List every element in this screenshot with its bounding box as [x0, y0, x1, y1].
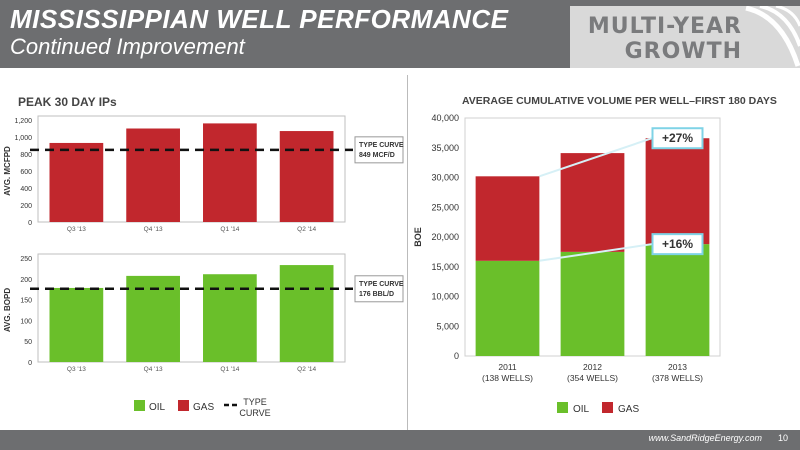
legend-oil-label: OIL — [573, 404, 590, 415]
type-curve-label: TYPE CURVE — [359, 281, 404, 288]
chart-title: PEAK 30 DAY IPs — [18, 95, 117, 109]
y-tick-label: 250 — [20, 256, 32, 263]
y-tick-label: 150 — [20, 298, 32, 305]
x-tick-label: 2012 — [583, 362, 602, 372]
y-axis-title: BOE — [413, 227, 423, 247]
y-tick-label: 0 — [28, 360, 32, 367]
bar-oil — [49, 287, 104, 362]
page-number: 10 — [777, 433, 788, 443]
legend-gas-label: GAS — [618, 404, 639, 415]
y-tick-label: 40,000 — [431, 113, 459, 123]
bar-gas — [203, 123, 257, 222]
bar-gas — [560, 153, 625, 252]
y-tick-label: 50 — [24, 339, 32, 346]
bar-gas — [279, 131, 334, 222]
growth-callout — [651, 127, 704, 150]
legend-oil-swatch — [557, 402, 568, 413]
y-axis-title: AVG. MCFPD — [3, 146, 12, 196]
bar-oil — [126, 275, 180, 362]
bar-gas — [49, 142, 104, 222]
y-tick-label: 800 — [20, 152, 32, 159]
chart-title: AVERAGE CUMULATIVE VOLUME PER WELL–FIRST… — [462, 95, 777, 107]
x-tick-label: Q1 '14 — [220, 366, 239, 373]
x-tick-sublabel: (354 WELLS) — [567, 373, 618, 383]
legend-gas-swatch — [602, 402, 613, 413]
type-curve-callout — [354, 275, 404, 303]
x-tick-label: Q4 '13 — [144, 366, 163, 373]
type-curve-value: 176 BBL/D — [359, 291, 394, 298]
legend-gas-label: GAS — [193, 402, 214, 413]
x-tick-label: 2013 — [668, 362, 687, 372]
growth-trend-line — [539, 243, 653, 262]
growth-callout — [651, 233, 704, 256]
footer-bar — [0, 430, 800, 450]
bar-gas — [475, 176, 540, 261]
bar-oil — [560, 251, 625, 356]
x-tick-label: Q3 '13 — [67, 226, 86, 233]
badge-line2: GROWTH — [624, 39, 742, 64]
chart-frame — [37, 253, 346, 363]
type-curve-value: 849 MCF/D — [359, 152, 395, 159]
y-tick-label: 10,000 — [431, 292, 459, 302]
bar-oil — [279, 265, 334, 362]
legend-type-curve-label-1: TYPE — [243, 397, 267, 407]
panel-divider — [407, 75, 408, 430]
y-tick-label: 100 — [20, 318, 32, 325]
x-tick-label: Q3 '13 — [67, 366, 86, 373]
y-tick-label: 25,000 — [431, 202, 459, 212]
page-subtitle: Continued Improvement — [10, 34, 245, 59]
x-tick-sublabel: (378 WELLS) — [652, 373, 703, 383]
y-tick-label: 400 — [20, 186, 32, 193]
bar-gas — [645, 138, 710, 245]
y-tick-label: 20,000 — [431, 232, 459, 242]
bar-oil — [203, 274, 257, 362]
type-curve-callout — [354, 136, 404, 164]
chart-frame — [37, 115, 346, 223]
growth-trend-line — [539, 137, 653, 178]
bar-gas — [126, 128, 180, 222]
y-tick-label: 0 — [454, 351, 459, 361]
legend-gas-swatch — [178, 400, 189, 411]
swoosh-logo-icon — [745, 6, 800, 67]
x-tick-label: Q4 '13 — [144, 226, 163, 233]
y-tick-label: 1,200 — [14, 118, 32, 125]
y-tick-label: 5,000 — [436, 321, 459, 331]
growth-callout-label: +27% — [662, 131, 693, 145]
legend-oil-label: OIL — [149, 402, 166, 413]
x-tick-label: Q1 '14 — [220, 226, 239, 233]
growth-callout-label: +16% — [662, 237, 693, 251]
y-tick-label: 1,000 — [14, 135, 32, 142]
multi-year-growth-badge: MULTI-YEAR GROWTH — [570, 6, 800, 68]
y-tick-label: 600 — [20, 169, 32, 176]
footer-url[interactable]: www.SandRidgeEnergy.com — [648, 433, 762, 443]
x-tick-label: Q2 '14 — [297, 226, 316, 233]
bar-oil — [645, 244, 710, 356]
legend-oil-swatch — [134, 400, 145, 411]
x-tick-label: Q2 '14 — [297, 366, 316, 373]
y-tick-label: 30,000 — [431, 173, 459, 183]
y-tick-label: 200 — [20, 203, 32, 210]
y-tick-label: 200 — [20, 277, 32, 284]
x-tick-label: 2011 — [498, 362, 517, 372]
y-tick-label: 15,000 — [431, 262, 459, 272]
bar-oil — [475, 260, 540, 356]
y-axis-title: AVG. BOPD — [3, 288, 12, 333]
page-title: MISSISSIPPIAN WELL PERFORMANCE — [10, 4, 509, 34]
y-tick-label: 0 — [28, 220, 32, 227]
badge-line1: MULTI-YEAR — [587, 14, 742, 39]
type-curve-label: TYPE CURVE — [359, 142, 404, 149]
legend-type-curve-label-2: CURVE — [239, 408, 270, 418]
x-tick-sublabel: (138 WELLS) — [482, 373, 533, 383]
y-tick-label: 35,000 — [431, 143, 459, 153]
